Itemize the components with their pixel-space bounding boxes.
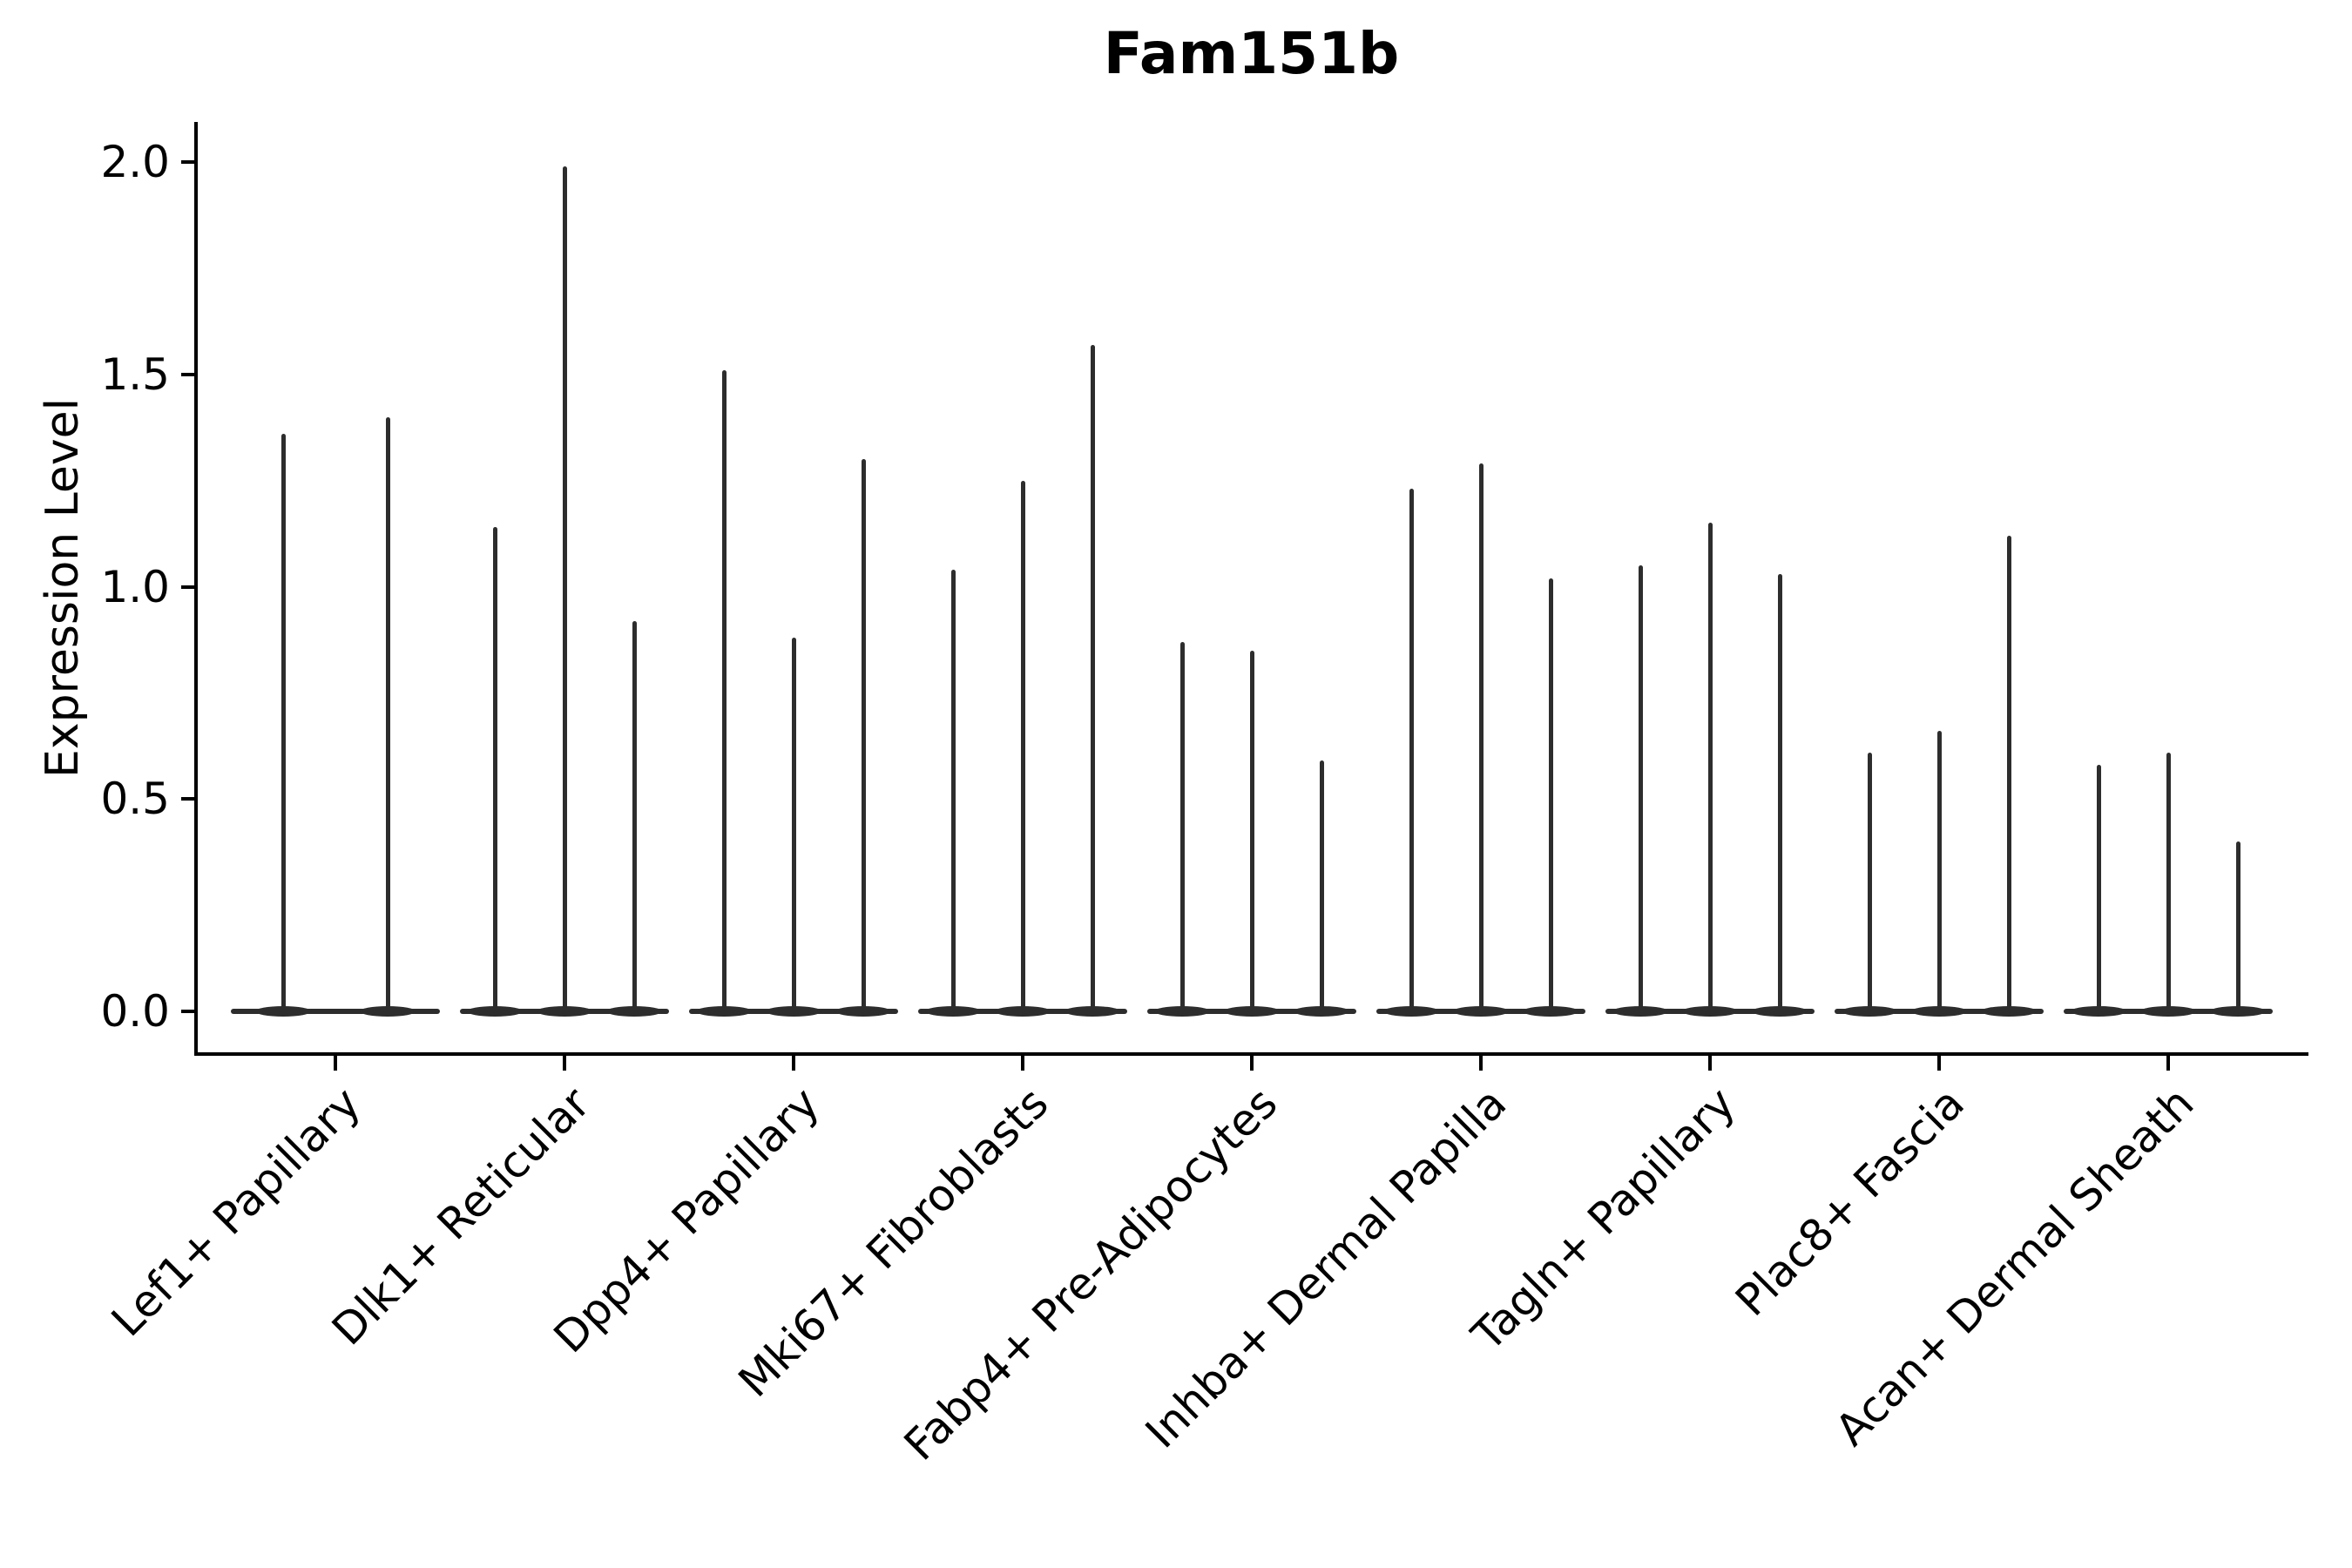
violin-base-bump xyxy=(2140,1006,2196,1017)
y-tick-mark xyxy=(181,160,194,164)
x-tick-mark xyxy=(792,1056,795,1071)
violin-spike xyxy=(2166,752,2171,1011)
y-tick-label: 0.0 xyxy=(100,986,170,1037)
violin-spike xyxy=(1707,523,1713,1011)
plot-title: Fam151b xyxy=(1103,20,1400,87)
x-tick-mark xyxy=(1479,1056,1483,1071)
x-tick-mark xyxy=(563,1056,566,1071)
y-tick-mark xyxy=(181,1010,194,1013)
x-tick-mark xyxy=(334,1056,337,1071)
violin-spike xyxy=(1548,578,1553,1011)
x-tick-mark xyxy=(1937,1056,1941,1071)
violin-base-bump xyxy=(537,1006,592,1017)
violin-spike xyxy=(1478,463,1484,1011)
violin-spike xyxy=(791,638,796,1011)
violin-spike xyxy=(1020,480,1025,1011)
violin-base-bump xyxy=(925,1006,981,1017)
x-tick-mark xyxy=(1250,1056,1254,1071)
y-tick-mark xyxy=(181,585,194,589)
violin-spike xyxy=(2235,841,2240,1011)
x-tick-mark xyxy=(2166,1056,2170,1071)
violin-base-bump xyxy=(2210,1006,2266,1017)
violin-spike xyxy=(1179,641,1185,1011)
violin-base-bump xyxy=(1682,1006,1738,1017)
violin-base-bump xyxy=(1612,1006,1668,1017)
x-axis-spine xyxy=(194,1052,2308,1056)
violin-base-bump xyxy=(467,1006,523,1017)
violin-spike xyxy=(632,620,637,1011)
violin-base-bump xyxy=(1294,1006,1349,1017)
violin-base-bump xyxy=(1752,1006,1808,1017)
x-tick-label: Fabp4+ Pre-Adipocytes xyxy=(894,1078,1288,1470)
violin-spike xyxy=(950,570,956,1011)
y-tick-mark xyxy=(181,797,194,801)
violin-spike xyxy=(1249,650,1254,1011)
violin-spike xyxy=(1409,489,1414,1011)
violin-spike xyxy=(492,527,497,1011)
violin-spike xyxy=(385,416,390,1011)
violin-base-bump xyxy=(995,1006,1051,1017)
violin-spike xyxy=(721,369,727,1011)
violin-base-bump xyxy=(1064,1006,1120,1017)
violin-base-bump xyxy=(766,1006,821,1017)
violin-base-bump xyxy=(1842,1006,1897,1017)
violin-base-bump xyxy=(1981,1006,2037,1017)
violin-base-bump xyxy=(1154,1006,1210,1017)
violin-base-bump xyxy=(1383,1006,1439,1017)
violin-spike xyxy=(2096,765,2101,1011)
violin-base-bump xyxy=(2071,1006,2126,1017)
violin-spike xyxy=(1867,752,1872,1011)
y-axis-spine xyxy=(194,122,198,1056)
violin-base-bump xyxy=(835,1006,891,1017)
violin-base-bump xyxy=(1911,1006,1967,1017)
violin-base-bump xyxy=(1523,1006,1578,1017)
violin-spike xyxy=(1638,565,1643,1011)
violin-spike xyxy=(861,459,866,1011)
y-tick-label: 2.0 xyxy=(100,137,170,187)
y-tick-label: 1.5 xyxy=(100,348,170,400)
violin-spike xyxy=(1090,344,1095,1011)
x-tick-label: Plac8+ Fascia xyxy=(1726,1078,1975,1327)
x-tick-mark xyxy=(1021,1056,1024,1071)
violin-spike xyxy=(2006,536,2011,1011)
violin-baseline xyxy=(231,1009,440,1014)
y-tick-label: 1.0 xyxy=(100,561,170,612)
violin-base-bump xyxy=(606,1006,662,1017)
y-tick-mark xyxy=(181,372,194,376)
violin-base-bump xyxy=(1224,1006,1280,1017)
violin-spike xyxy=(1777,573,1782,1011)
violin-base-bump xyxy=(360,1006,416,1017)
x-tick-label: Lef1+ Papillary xyxy=(102,1078,371,1347)
violin-spike xyxy=(562,166,567,1011)
x-tick-mark xyxy=(1708,1056,1712,1071)
violin-base-bump xyxy=(696,1006,752,1017)
y-tick-label: 0.5 xyxy=(100,774,170,825)
violin-spike xyxy=(280,434,286,1011)
violin-base-bump xyxy=(1453,1006,1509,1017)
violin-base-bump xyxy=(255,1006,311,1017)
violin-spike xyxy=(1319,760,1324,1011)
violin-spike xyxy=(1936,731,1942,1011)
